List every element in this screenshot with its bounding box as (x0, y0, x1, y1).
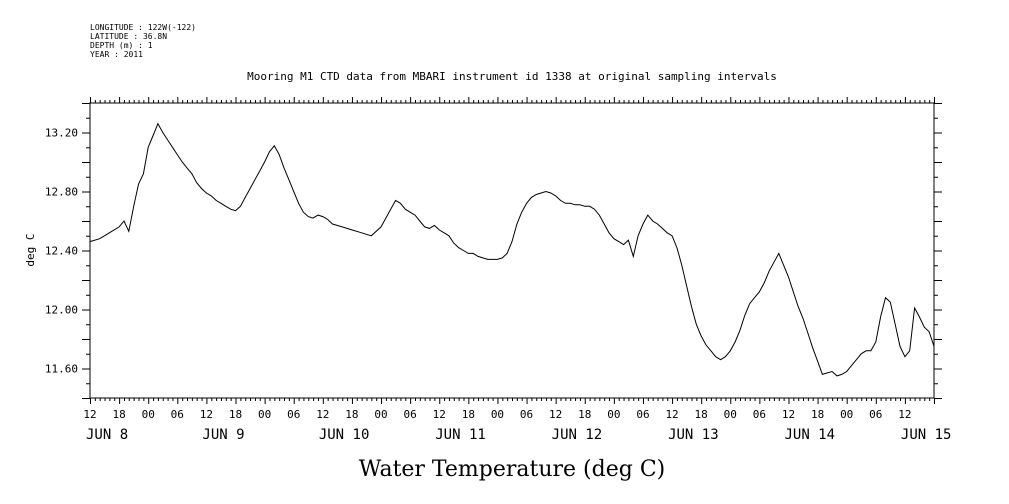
x-tick-label: 06 (171, 408, 184, 421)
y-tick-labels: 11.60 12.00 12.40 12.80 13.20 (45, 127, 78, 376)
x-tick-label: 06 (404, 408, 417, 421)
x-tick-label: 12 (316, 408, 329, 421)
x-tick-label: 06 (753, 408, 766, 421)
x-tick-label: 06 (636, 408, 649, 421)
x-tick-label: 18 (578, 408, 591, 421)
depth-label: DEPTH (m) : 1 (90, 41, 153, 50)
longitude-label: LONGITUDE : 122W(-122) (90, 23, 196, 32)
x-tick-label: 06 (869, 408, 882, 421)
x-tick-label: 12 (83, 408, 96, 421)
year-label: YEAR : 2011 (90, 50, 143, 59)
x-tick-labels: 12 18 00 06 12 18 00 06 12 18 00 06 12 18 00 06 12 18 00 06… (83, 408, 911, 421)
plot-frame (89, 102, 935, 399)
x-tick-label: 18 (112, 408, 125, 421)
x-tick-label: 12 (549, 408, 562, 421)
chart-title: Mooring M1 CTD data from MBARI instrumen… (247, 70, 777, 83)
x-tick-label: 12 (898, 408, 911, 421)
x-tick-label: 00 (491, 408, 504, 421)
day-label: JUN 11 (435, 427, 486, 443)
y-tick-label: 12.80 (45, 186, 78, 199)
y-axis-label: deg C (24, 233, 37, 266)
x-tick-label: 12 (782, 408, 795, 421)
x-tick-label: 00 (374, 408, 387, 421)
x-tick-label: 00 (607, 408, 620, 421)
temperature-series-line (89, 122, 935, 377)
x-tick-label: 18 (695, 408, 708, 421)
x-tick-label: 18 (229, 408, 242, 421)
day-label: JUN 14 (784, 427, 835, 443)
x-tick-label: 12 (665, 408, 678, 421)
day-label: JUN 13 (668, 427, 719, 443)
x-tick-label: 12 (433, 408, 446, 421)
day-label: JUN 9 (202, 427, 244, 443)
day-labels: JUN 8 JUN 9 JUN 10 JUN 11 JUN 12 JUN 13 JUN 14… (86, 427, 951, 443)
y-tick-label: 12.40 (45, 245, 78, 258)
latitude-label: LATITUDE : 36.8N (90, 32, 167, 41)
x-tick-label: 12 (200, 408, 213, 421)
x-tick-label: 06 (520, 408, 533, 421)
x-tick-label: 06 (287, 408, 300, 421)
day-label: JUN 8 (86, 427, 128, 443)
day-label: JUN 15 (901, 427, 952, 443)
x-tick-label: 18 (811, 408, 824, 421)
y-tick-label: 11.60 (45, 363, 78, 376)
x-tick-label: 18 (462, 408, 475, 421)
x-tick-label: 00 (142, 408, 155, 421)
day-label: JUN 12 (552, 427, 603, 443)
x-tick-label: 18 (345, 408, 358, 421)
x-tick-label: 00 (840, 408, 853, 421)
day-label: JUN 10 (319, 427, 370, 443)
x-axis-title: Water Temperature (deg C) (359, 457, 666, 482)
x-tick-label: 00 (724, 408, 737, 421)
axis-ticks (82, 97, 942, 404)
y-tick-label: 12.00 (45, 304, 78, 317)
y-tick-label: 13.20 (45, 127, 78, 140)
x-tick-label: 00 (258, 408, 271, 421)
